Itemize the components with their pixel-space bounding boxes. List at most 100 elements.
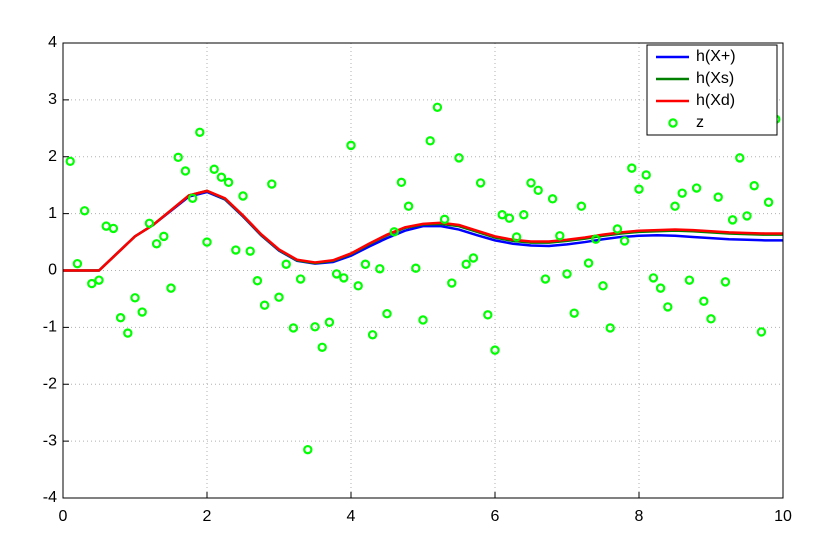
- scatter-point: [526, 178, 536, 188]
- scatter-point: [756, 327, 767, 337]
- scatter-point: [418, 315, 428, 325]
- scatter-point: [367, 330, 378, 340]
- scatter-point: [749, 181, 759, 191]
- scatter-point: [519, 210, 529, 220]
- scatter-point: [245, 246, 255, 256]
- scatter-point: [151, 239, 162, 249]
- scatter-point: [735, 153, 745, 163]
- scatter-point: [94, 275, 104, 285]
- scatter-point: [288, 323, 299, 333]
- legend-label: h(Xs): [696, 70, 734, 87]
- scatter-point: [281, 259, 291, 269]
- x-tick-label: 0: [59, 508, 68, 525]
- scatter-point: [598, 281, 608, 291]
- scatter-point: [490, 345, 500, 355]
- scatter-point: [655, 283, 666, 293]
- scatter-point: [627, 163, 637, 173]
- scatter-point: [130, 293, 140, 303]
- scatter-point: [411, 263, 421, 273]
- scatter-point: [663, 302, 673, 312]
- x-tick-label: 8: [635, 508, 644, 525]
- scatter-point: [252, 276, 263, 286]
- scatter-point: [166, 283, 176, 293]
- scatter-point: [317, 342, 327, 352]
- y-tick-label: 0: [48, 262, 57, 279]
- legend: h(X+) h(Xs) h(Xd) z: [646, 44, 778, 136]
- scatter-point: [763, 197, 774, 207]
- y-tick-label: -2: [43, 375, 57, 392]
- scatter-point: [677, 188, 687, 198]
- scatter-point: [238, 191, 248, 201]
- scatter-point: [497, 210, 507, 220]
- scatter-point: [454, 153, 464, 163]
- x-tick-label: 10: [774, 508, 792, 525]
- legend-label: h(Xd): [696, 92, 735, 109]
- scatter-point: [727, 215, 738, 225]
- scatter-point: [123, 328, 133, 338]
- scatter-point: [209, 164, 219, 174]
- scatter-point: [569, 308, 579, 318]
- scatter-point: [619, 236, 630, 246]
- scatter-point: [540, 274, 551, 284]
- legend-label: h(X+): [696, 48, 736, 65]
- scatter-point: [511, 232, 522, 242]
- scatter-point: [720, 277, 731, 287]
- scatter-point: [684, 275, 695, 285]
- line: [63, 189, 783, 272]
- scatter-point: [187, 193, 198, 203]
- scatter-point: [339, 273, 349, 283]
- scatter-point: [439, 214, 450, 225]
- scatter-point: [591, 234, 601, 244]
- scatter-point: [72, 258, 83, 269]
- scatter-point: [706, 314, 716, 324]
- scatter-point: [504, 213, 515, 223]
- scatter-point: [159, 231, 169, 242]
- scatter-point: [216, 172, 227, 182]
- scatter-point: [173, 152, 183, 163]
- scatter-point: [353, 281, 363, 291]
- scatter-point: [346, 140, 356, 151]
- scatter-point: [310, 322, 320, 332]
- scatter-point: [144, 218, 155, 228]
- scatter-point: [713, 192, 723, 202]
- scatter-point: [331, 269, 342, 279]
- scatter-point: [396, 177, 407, 188]
- scatter-point: [533, 185, 543, 196]
- scatter-point: [87, 278, 97, 289]
- y-tick-label: 1: [48, 205, 57, 222]
- legend-box: [646, 44, 778, 136]
- scatter-point: [605, 323, 615, 333]
- scatter-point: [65, 156, 75, 166]
- y-tick-label: -4: [43, 489, 57, 506]
- scatter-point: [295, 274, 306, 284]
- x-tick-label: 2: [203, 508, 212, 525]
- scatter-point: [303, 444, 313, 455]
- scatter-point: [576, 201, 587, 211]
- scatter-point: [324, 317, 335, 327]
- y-tick-label: -1: [43, 319, 57, 336]
- scatter-point: [648, 273, 659, 283]
- scatter-point: [547, 194, 558, 204]
- scatter-point: [274, 292, 284, 302]
- scatter-point: [461, 259, 471, 269]
- scatter-point: [483, 310, 493, 320]
- scatter-point: [389, 227, 399, 237]
- scatter-point: [403, 201, 414, 211]
- scatter-point: [562, 269, 572, 279]
- scatter-point: [375, 264, 385, 274]
- y-tick-label: 3: [48, 91, 57, 108]
- y-tick-label: 2: [48, 148, 57, 165]
- y-tick-label: 4: [48, 34, 57, 51]
- scatter-point: [259, 300, 270, 310]
- scatter-point: [699, 296, 709, 306]
- scatter-point: [137, 307, 147, 317]
- scatter-point: [202, 237, 212, 247]
- scatter-point: [583, 258, 594, 268]
- scatter-point: [475, 178, 486, 188]
- y-tick-label: -3: [43, 432, 57, 449]
- axes-box: [62, 42, 784, 499]
- scatter-point: [634, 184, 644, 194]
- scatter-point: [691, 183, 702, 193]
- scatter-point: [267, 179, 277, 189]
